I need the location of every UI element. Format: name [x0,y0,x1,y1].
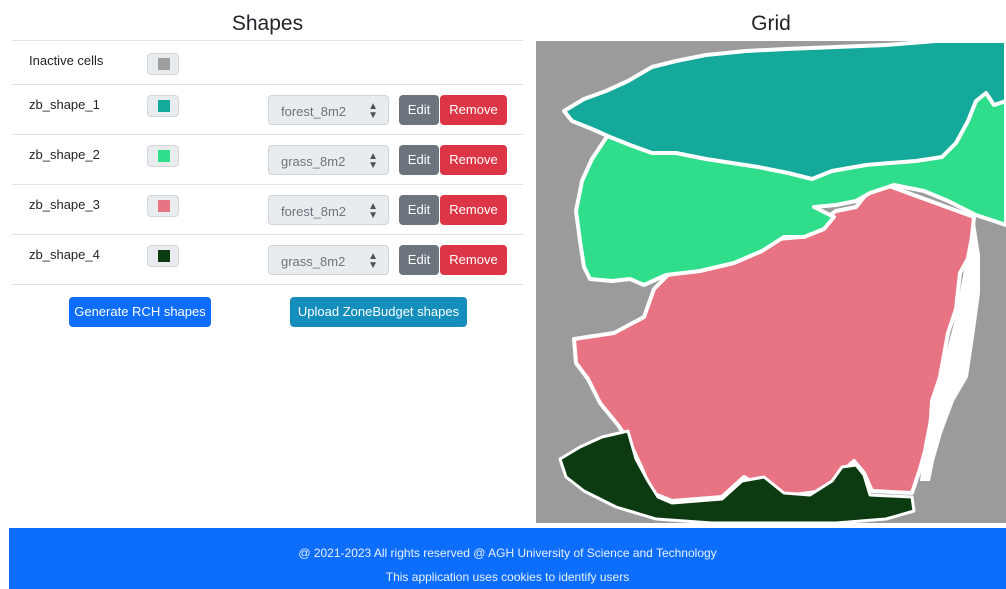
landuse-select[interactable]: grass_8m2 ▲ ▼ [268,145,389,175]
color-swatch [158,250,170,262]
edit-button[interactable]: Edit [399,95,439,125]
shapes-table: Inactive cells zb_shape_1 forest_8m2 ▲ ▼ … [12,40,523,285]
remove-button[interactable]: Remove [440,145,507,175]
updown-arrow-icon: ▲ ▼ [368,251,378,271]
grid-canvas[interactable] [536,39,1006,525]
shape-row-3: zb_shape_3 forest_8m2 ▲ ▼ Edit Remove [12,185,523,235]
inactive-color-button[interactable] [147,53,179,75]
landuse-select-value: grass_8m2 [281,154,346,169]
shape-row-4: zb_shape_4 grass_8m2 ▲ ▼ Edit Remove [12,235,523,285]
shape-row-1: zb_shape_1 forest_8m2 ▲ ▼ Edit Remove [12,85,523,135]
shape-name: zb_shape_3 [29,197,100,212]
updown-arrow-icon: ▲ ▼ [368,151,378,171]
upload-zonebudget-shapes-button[interactable]: Upload ZoneBudget shapes [290,297,467,327]
landuse-select-value: grass_8m2 [281,254,346,269]
landuse-select-value: forest_8m2 [281,104,347,119]
color-swatch [158,200,170,212]
generate-rch-shapes-button[interactable]: Generate RCH shapes [69,297,211,327]
landuse-select[interactable]: grass_8m2 ▲ ▼ [268,245,389,275]
shape-color-button[interactable] [147,145,179,167]
remove-button[interactable]: Remove [440,195,507,225]
grid-title: Grid [751,12,791,35]
footer-cookie-notice: This application uses cookies to identif… [385,570,630,584]
remove-button[interactable]: Remove [440,245,507,275]
landuse-select-value: forest_8m2 [281,204,347,219]
edit-button[interactable]: Edit [399,195,439,225]
shape-color-button[interactable] [147,195,179,217]
color-swatch [158,100,170,112]
footer: @ 2021-2023 All rights reserved @ AGH Un… [9,528,1006,589]
edit-button[interactable]: Edit [399,245,439,275]
landuse-select[interactable]: forest_8m2 ▲ ▼ [268,95,389,125]
shape-row-2: zb_shape_2 grass_8m2 ▲ ▼ Edit Remove [12,135,523,185]
footer-copyright: @ 2021-2023 All rights reserved @ AGH Un… [298,546,717,560]
updown-arrow-icon: ▲ ▼ [368,101,378,121]
zone-4-shape [558,429,916,525]
remove-button[interactable]: Remove [440,95,507,125]
grid-map [558,39,1006,525]
updown-arrow-icon: ▲ ▼ [368,201,378,221]
shape-name: zb_shape_4 [29,247,100,262]
inactive-cells-row: Inactive cells [12,41,523,85]
color-swatch [158,58,170,70]
shape-name: zb_shape_2 [29,147,100,162]
shape-name: zb_shape_1 [29,97,100,112]
shape-color-button[interactable] [147,245,179,267]
shape-color-button[interactable] [147,95,179,117]
shapes-title: Shapes [231,12,304,35]
color-swatch [158,150,170,162]
shapes-panel: Shapes Inactive cells zb_shape_1 forest_… [12,0,523,520]
zone-1-shape [562,39,1006,181]
white-edge-area [920,217,980,481]
inactive-cells-label: Inactive cells [29,53,104,68]
landuse-select[interactable]: forest_8m2 ▲ ▼ [268,195,389,225]
edit-button[interactable]: Edit [399,145,439,175]
